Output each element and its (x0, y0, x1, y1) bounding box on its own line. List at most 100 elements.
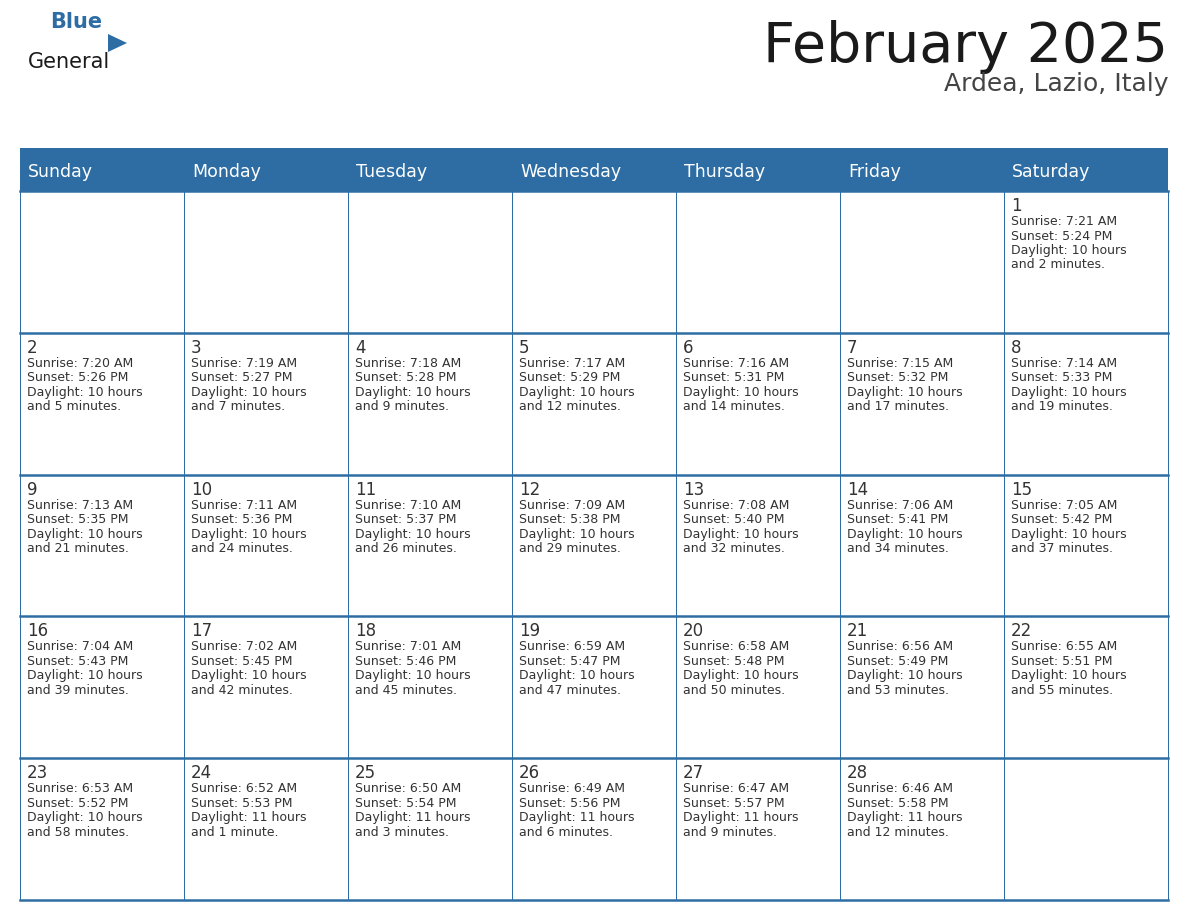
Text: and 47 minutes.: and 47 minutes. (519, 684, 621, 697)
Bar (512, 333, 676, 475)
Bar (184, 191, 348, 333)
Text: Daylight: 10 hours: Daylight: 10 hours (27, 386, 143, 398)
Bar (184, 475, 348, 616)
Text: 12: 12 (519, 481, 541, 498)
Text: Thursday: Thursday (684, 163, 765, 181)
Bar (20, 333, 184, 475)
Text: Sunrise: 6:53 AM: Sunrise: 6:53 AM (27, 782, 133, 795)
Text: Sunrise: 7:01 AM: Sunrise: 7:01 AM (355, 641, 461, 654)
Bar (840, 191, 1004, 333)
Text: and 32 minutes.: and 32 minutes. (683, 543, 785, 555)
Text: Tuesday: Tuesday (356, 163, 428, 181)
Text: 7: 7 (847, 339, 858, 357)
Bar (20, 758, 184, 900)
Text: Wednesday: Wednesday (520, 163, 621, 181)
Text: Daylight: 10 hours: Daylight: 10 hours (191, 528, 307, 541)
Text: 15: 15 (1011, 481, 1032, 498)
Text: 1: 1 (1011, 197, 1022, 215)
Text: Daylight: 11 hours: Daylight: 11 hours (683, 812, 798, 824)
Text: Daylight: 11 hours: Daylight: 11 hours (847, 812, 962, 824)
Text: and 53 minutes.: and 53 minutes. (847, 684, 949, 697)
Text: Sunrise: 6:55 AM: Sunrise: 6:55 AM (1011, 641, 1117, 654)
Text: and 3 minutes.: and 3 minutes. (355, 825, 449, 839)
Bar (348, 191, 512, 333)
Text: and 42 minutes.: and 42 minutes. (191, 684, 293, 697)
Text: Daylight: 10 hours: Daylight: 10 hours (519, 528, 634, 541)
Bar (348, 616, 512, 758)
Text: 27: 27 (683, 764, 704, 782)
Text: Sunrise: 6:46 AM: Sunrise: 6:46 AM (847, 782, 953, 795)
Text: Daylight: 10 hours: Daylight: 10 hours (847, 669, 962, 682)
Text: and 55 minutes.: and 55 minutes. (1011, 684, 1113, 697)
Text: Sunrise: 7:17 AM: Sunrise: 7:17 AM (519, 357, 625, 370)
Bar (1004, 475, 1168, 616)
Text: 26: 26 (519, 764, 541, 782)
Bar (20, 153, 1168, 191)
Text: Sunset: 5:46 PM: Sunset: 5:46 PM (355, 655, 456, 668)
Text: Sunset: 5:58 PM: Sunset: 5:58 PM (847, 797, 949, 810)
Text: Sunrise: 7:19 AM: Sunrise: 7:19 AM (191, 357, 297, 370)
Bar (184, 758, 348, 900)
Text: Sunset: 5:32 PM: Sunset: 5:32 PM (847, 371, 948, 385)
Text: Sunset: 5:27 PM: Sunset: 5:27 PM (191, 371, 292, 385)
Text: Sunday: Sunday (29, 163, 93, 181)
Text: and 34 minutes.: and 34 minutes. (847, 543, 949, 555)
Text: Sunset: 5:54 PM: Sunset: 5:54 PM (355, 797, 456, 810)
Bar (1004, 191, 1168, 333)
Text: Daylight: 10 hours: Daylight: 10 hours (1011, 669, 1126, 682)
Bar (1004, 758, 1168, 900)
Text: and 2 minutes.: and 2 minutes. (1011, 259, 1105, 272)
Text: 13: 13 (683, 481, 704, 498)
Bar (348, 758, 512, 900)
Text: Sunset: 5:29 PM: Sunset: 5:29 PM (519, 371, 620, 385)
Text: Daylight: 10 hours: Daylight: 10 hours (519, 669, 634, 682)
Bar (512, 475, 676, 616)
Text: Daylight: 10 hours: Daylight: 10 hours (27, 812, 143, 824)
Bar (676, 758, 840, 900)
Text: 24: 24 (191, 764, 213, 782)
Text: Sunrise: 7:21 AM: Sunrise: 7:21 AM (1011, 215, 1117, 228)
Text: Sunset: 5:45 PM: Sunset: 5:45 PM (191, 655, 292, 668)
Text: Sunrise: 7:08 AM: Sunrise: 7:08 AM (683, 498, 789, 511)
Text: Sunrise: 6:56 AM: Sunrise: 6:56 AM (847, 641, 953, 654)
Text: Friday: Friday (848, 163, 901, 181)
Text: 9: 9 (27, 481, 38, 498)
Text: Sunset: 5:53 PM: Sunset: 5:53 PM (191, 797, 292, 810)
Text: Sunrise: 7:13 AM: Sunrise: 7:13 AM (27, 498, 133, 511)
Text: Sunset: 5:28 PM: Sunset: 5:28 PM (355, 371, 456, 385)
Text: Sunset: 5:56 PM: Sunset: 5:56 PM (519, 797, 620, 810)
Text: 2: 2 (27, 339, 38, 357)
Text: and 5 minutes.: and 5 minutes. (27, 400, 121, 413)
Text: Daylight: 10 hours: Daylight: 10 hours (355, 528, 470, 541)
Text: Sunset: 5:40 PM: Sunset: 5:40 PM (683, 513, 784, 526)
Bar (348, 333, 512, 475)
Bar (184, 616, 348, 758)
Text: 18: 18 (355, 622, 377, 641)
Text: Sunset: 5:51 PM: Sunset: 5:51 PM (1011, 655, 1112, 668)
Text: Sunrise: 6:49 AM: Sunrise: 6:49 AM (519, 782, 625, 795)
Text: Daylight: 10 hours: Daylight: 10 hours (683, 669, 798, 682)
Text: Sunset: 5:41 PM: Sunset: 5:41 PM (847, 513, 948, 526)
Text: 4: 4 (355, 339, 366, 357)
Text: and 9 minutes.: and 9 minutes. (355, 400, 449, 413)
Text: 19: 19 (519, 622, 541, 641)
Text: Sunrise: 7:20 AM: Sunrise: 7:20 AM (27, 357, 133, 370)
Text: Daylight: 10 hours: Daylight: 10 hours (683, 528, 798, 541)
Text: 21: 21 (847, 622, 868, 641)
Text: Sunrise: 6:59 AM: Sunrise: 6:59 AM (519, 641, 625, 654)
Bar (676, 333, 840, 475)
Text: 20: 20 (683, 622, 704, 641)
Text: Sunset: 5:31 PM: Sunset: 5:31 PM (683, 371, 784, 385)
Text: Sunset: 5:43 PM: Sunset: 5:43 PM (27, 655, 128, 668)
Bar (512, 758, 676, 900)
Text: Daylight: 11 hours: Daylight: 11 hours (355, 812, 470, 824)
Text: Sunrise: 7:09 AM: Sunrise: 7:09 AM (519, 498, 625, 511)
Bar (512, 616, 676, 758)
Text: Sunset: 5:48 PM: Sunset: 5:48 PM (683, 655, 784, 668)
Bar (676, 475, 840, 616)
Bar (20, 475, 184, 616)
Text: and 6 minutes.: and 6 minutes. (519, 825, 613, 839)
Text: Sunset: 5:52 PM: Sunset: 5:52 PM (27, 797, 128, 810)
Text: 3: 3 (191, 339, 202, 357)
Text: Ardea, Lazio, Italy: Ardea, Lazio, Italy (943, 72, 1168, 96)
